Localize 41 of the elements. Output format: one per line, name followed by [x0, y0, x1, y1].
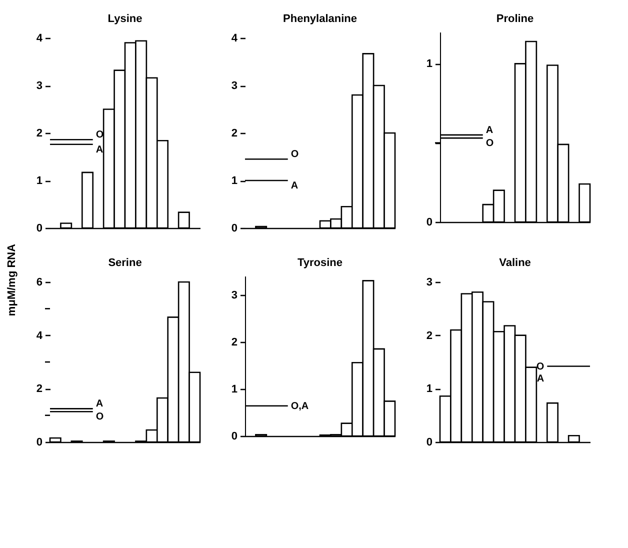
ref-line-label: A: [96, 398, 104, 410]
chart-title: Serine: [108, 257, 142, 269]
y-tick-label: 4: [36, 330, 44, 342]
chart-title: Tyrosine: [297, 257, 343, 269]
y-tick-label: 0: [231, 430, 238, 442]
chart-title: Valine: [499, 257, 531, 269]
ref-line-label: O: [96, 412, 104, 423]
y-tick-label: 0: [36, 436, 42, 448]
chart-title: Proline: [496, 13, 534, 25]
ref-line-label: A: [96, 144, 104, 156]
y-tick-label: 0: [231, 222, 238, 234]
y-tick-label: 2: [231, 336, 238, 348]
y-tick-label: 3: [231, 80, 238, 92]
y-tick-label: 1: [426, 58, 432, 70]
ref-line-label: O A: [536, 361, 544, 384]
y-axis-title: mμM/mg RNA: [6, 244, 18, 316]
y-tick-label: 3: [36, 80, 42, 92]
y-tick-label: 3: [426, 276, 432, 288]
y-tick-label: 1: [426, 383, 432, 396]
y-tick-label: 1: [231, 383, 238, 396]
y-tick-label: 0: [36, 222, 42, 234]
chart-title: Phenylalanine: [283, 13, 357, 25]
chart-title: Lysine: [108, 13, 142, 25]
ref-line-label: O,A: [290, 400, 309, 412]
ref-line-label: O: [290, 149, 299, 160]
ref-line-label: O: [96, 130, 104, 141]
y-tick-label: 2: [36, 383, 42, 396]
y-tick-label: 2: [426, 330, 432, 342]
y-tick-label: 1: [36, 175, 42, 187]
y-tick-label: 4: [231, 32, 238, 44]
ref-line-label: A: [290, 180, 298, 192]
ref-line-label: O: [486, 138, 494, 150]
y-tick-label: 2: [231, 128, 238, 140]
ref-line-label: A: [486, 124, 494, 136]
y-tick-label: 0: [426, 436, 432, 448]
y-tick-label: 3: [231, 289, 238, 302]
y-tick-label: 4: [36, 32, 44, 44]
y-tick-label: 0: [426, 216, 432, 228]
y-tick-label: 1: [231, 175, 238, 187]
y-tick-label: 6: [36, 276, 42, 288]
y-tick-label: 2: [36, 128, 42, 140]
